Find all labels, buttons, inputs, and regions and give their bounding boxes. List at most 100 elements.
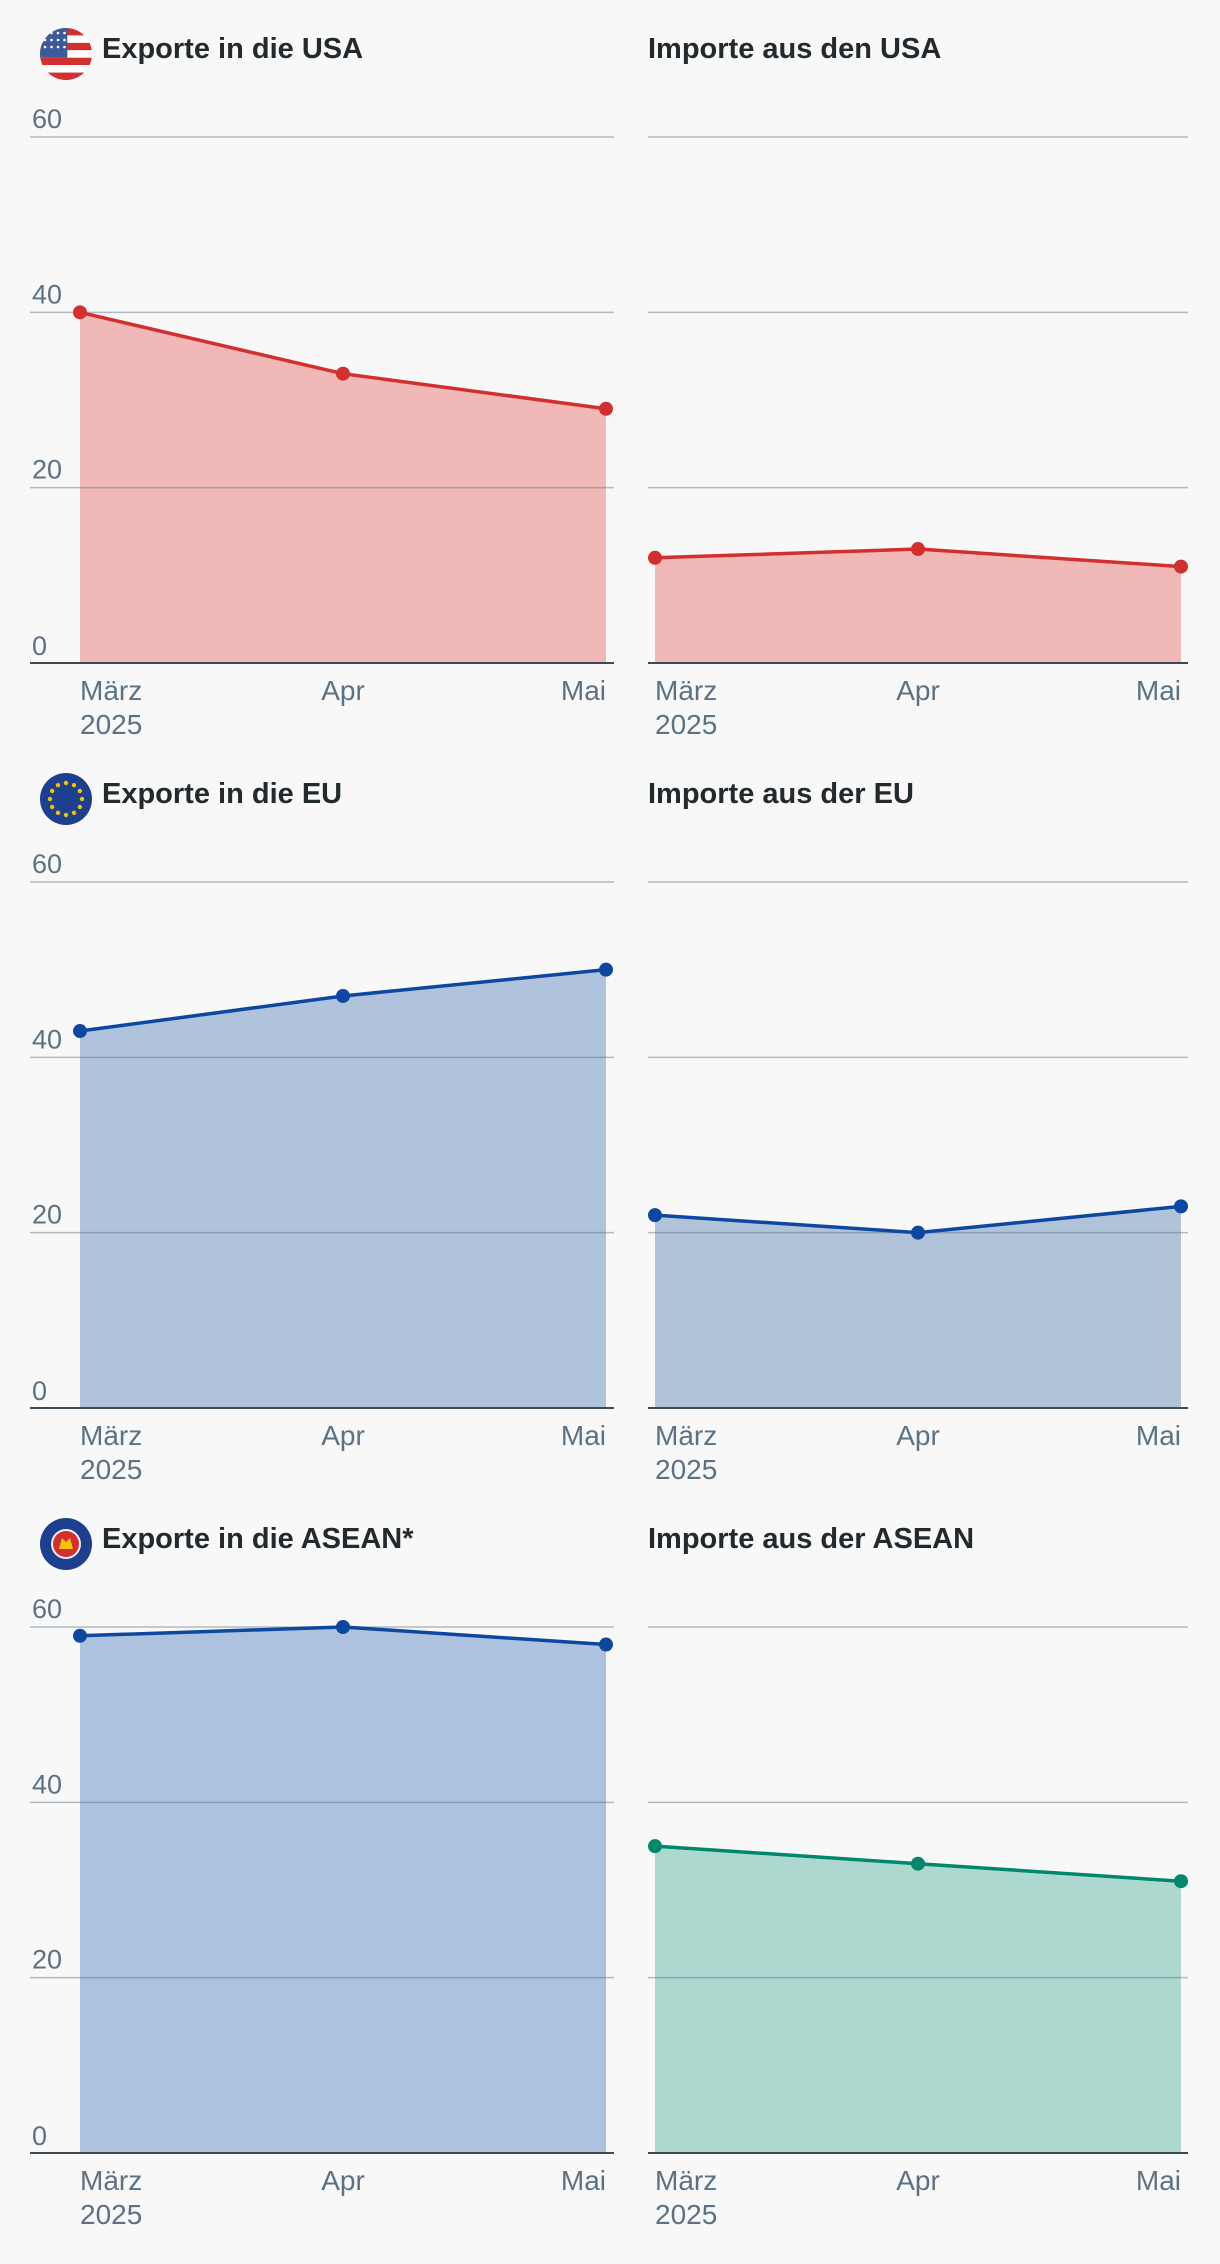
chart-panel: Exporte in die EU 0 20 40 60 März Apr Mai 2025 <box>30 773 614 1485</box>
chart-panel: Importe aus den USA März Apr Mai 2025 <box>648 33 1188 740</box>
y-tick-label: 0 <box>32 2121 47 2151</box>
x-year-label: 2025 <box>655 1454 717 1485</box>
x-year-label: 2025 <box>655 709 717 740</box>
data-point <box>648 1839 662 1854</box>
data-point <box>1174 1199 1188 1214</box>
area-fill <box>80 312 606 663</box>
data-point <box>911 1856 925 1871</box>
us-flag-star <box>50 45 53 49</box>
x-year-label: 2025 <box>80 1454 142 1485</box>
us-flag-star <box>56 38 60 42</box>
data-point <box>599 401 613 416</box>
us-flag-star <box>63 45 66 49</box>
us-flag-stripes <box>40 28 92 80</box>
x-tick-label: März <box>80 2165 142 2196</box>
us-flag-stripe <box>40 57 92 66</box>
data-point <box>599 962 613 977</box>
data-point <box>911 542 925 557</box>
eu-flag-star <box>63 812 69 818</box>
us-flag-star <box>63 38 66 42</box>
y-tick-label: 0 <box>32 631 47 661</box>
area-fill <box>655 1846 1181 2153</box>
x-tick-label: Apr <box>896 2165 940 2196</box>
area-fill <box>655 1206 1181 1408</box>
chart-panel: Importe aus der EU März Apr Mai 2025 <box>648 778 1188 1485</box>
us-flag-canton <box>40 28 68 58</box>
data-point <box>1174 559 1188 574</box>
us-flag-star <box>63 31 66 35</box>
chart-title: Importe aus der EU <box>648 778 914 810</box>
x-tick-label: Mai <box>561 2165 606 2196</box>
chart-title: Exporte in die ASEAN* <box>102 1523 414 1555</box>
chart-panel: Importe aus der ASEAN März Apr Mai 2025 <box>648 1523 1188 2230</box>
x-year-label: 2025 <box>80 2199 142 2230</box>
data-point <box>336 988 350 1003</box>
chart-title: Exporte in die EU <box>102 778 342 810</box>
y-tick-label: 40 <box>32 1769 62 1799</box>
x-tick-label: Mai <box>1136 675 1181 706</box>
eu-flag-star <box>77 804 83 810</box>
us-flag-star <box>50 31 53 35</box>
y-tick-label: 20 <box>32 1200 62 1230</box>
x-tick-label: Mai <box>561 1420 606 1451</box>
asean-flag-emblem <box>59 1538 73 1549</box>
y-tick-label: 20 <box>32 1945 62 1975</box>
eu-flag-star <box>71 782 77 788</box>
chart-title: Exporte in die USA <box>102 33 363 65</box>
eu-flag-star <box>71 810 77 816</box>
x-tick-label: Apr <box>321 2165 365 2196</box>
x-tick-label: März <box>80 1420 142 1451</box>
x-tick-label: März <box>655 675 717 706</box>
us-flag-stripe <box>40 72 92 80</box>
data-point <box>599 1637 613 1652</box>
y-tick-label: 60 <box>32 104 62 134</box>
eu-flag-star <box>79 796 85 802</box>
eu-flag-star <box>55 810 61 816</box>
us-flag-star <box>50 38 53 42</box>
x-tick-label: Apr <box>321 675 365 706</box>
data-point <box>73 1024 87 1039</box>
area-fill <box>80 1627 606 2153</box>
data-point <box>648 1208 662 1223</box>
y-tick-label: 40 <box>32 1024 62 1054</box>
chart-panel: Exporte in die USA 0 20 40 60 März Apr Mai 2025 <box>30 28 614 740</box>
x-tick-label: März <box>655 1420 717 1451</box>
data-point <box>336 1620 350 1634</box>
eu-flag-star <box>49 788 55 794</box>
chart-title: Importe aus den USA <box>648 33 941 65</box>
data-point <box>648 550 662 565</box>
us-flag-stripe <box>40 65 92 73</box>
us-flag-star <box>43 31 47 35</box>
x-year-label: 2025 <box>655 2199 717 2230</box>
data-point <box>73 1628 87 1643</box>
x-tick-label: Apr <box>896 1420 940 1451</box>
x-tick-label: März <box>80 675 142 706</box>
data-point <box>336 366 350 381</box>
x-tick-label: Apr <box>896 675 940 706</box>
us-flag-star <box>56 31 60 35</box>
y-tick-label: 60 <box>32 1594 62 1624</box>
y-tick-label: 20 <box>32 455 62 485</box>
x-tick-label: Mai <box>1136 2165 1181 2196</box>
chart-panel: Exporte in die ASEAN* 0 20 40 60 März Apr Mai 20… <box>30 1518 614 2230</box>
eu-flag-star <box>63 780 69 786</box>
area-fill <box>80 969 606 1408</box>
y-tick-label: 0 <box>32 1376 47 1406</box>
x-tick-label: Mai <box>561 675 606 706</box>
x-tick-label: März <box>655 2165 717 2196</box>
eu-flag-star <box>49 804 55 810</box>
x-tick-label: Mai <box>1136 1420 1181 1451</box>
x-year-label: 2025 <box>80 709 142 740</box>
data-point <box>1174 1874 1188 1889</box>
us-flag-star <box>56 45 60 49</box>
data-point <box>73 305 87 320</box>
data-point <box>911 1225 925 1240</box>
eu-flag-star <box>47 796 53 802</box>
eu-flag-disc <box>40 773 92 825</box>
area-fill <box>655 549 1181 663</box>
y-tick-label: 40 <box>32 279 62 309</box>
us-flag-star <box>43 38 47 42</box>
eu-flag-star <box>55 782 61 788</box>
x-tick-label: Apr <box>321 1420 365 1451</box>
